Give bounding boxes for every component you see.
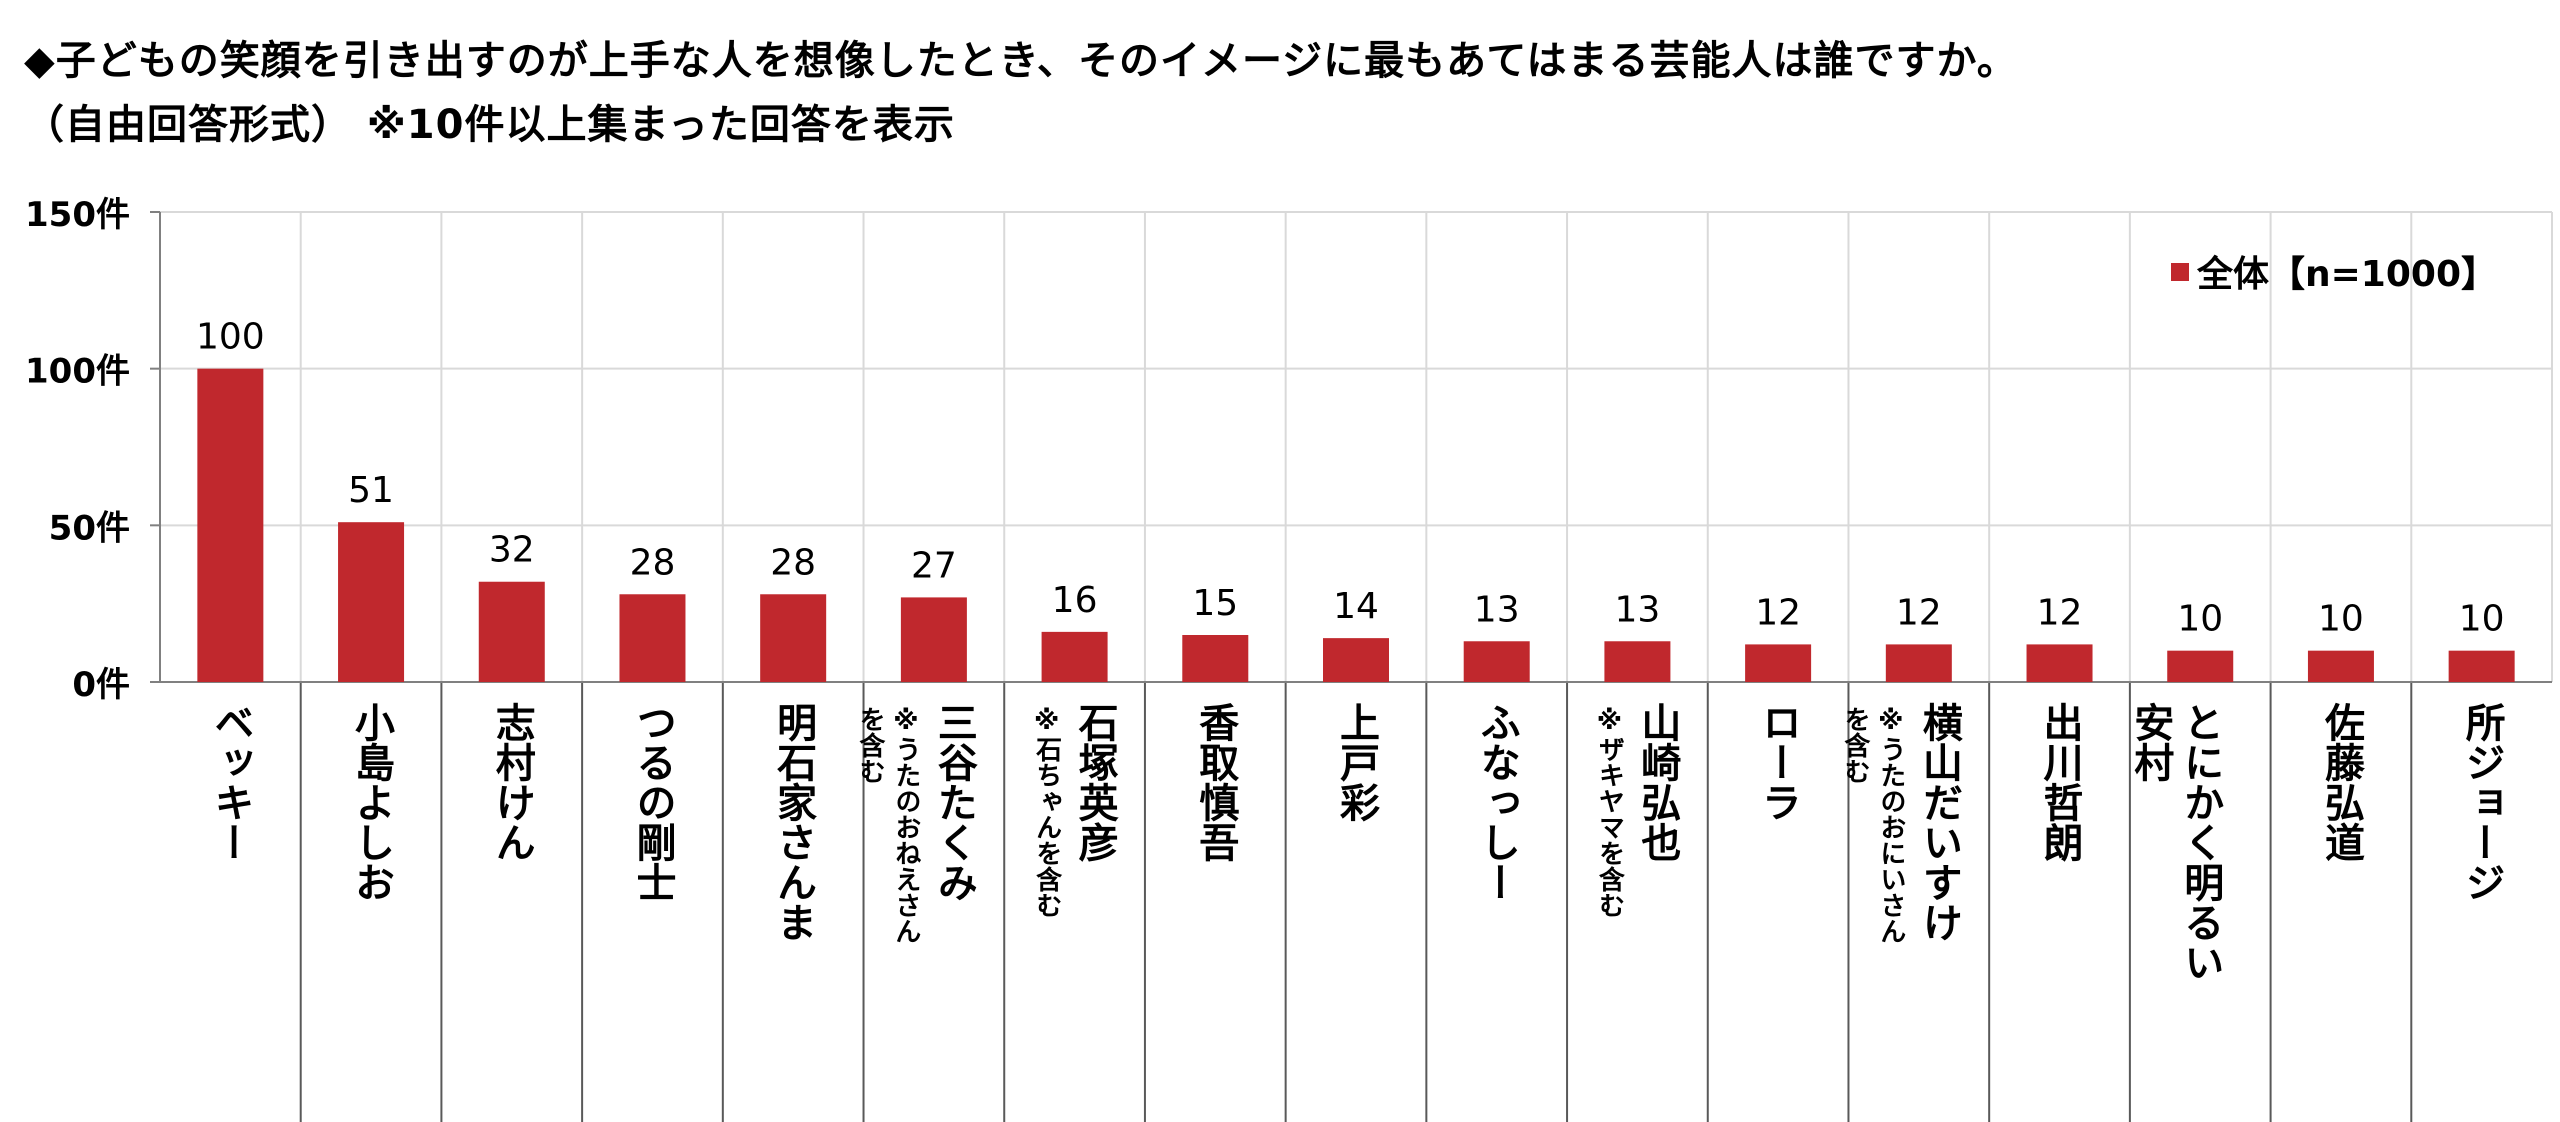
data-label: 51 bbox=[348, 470, 394, 511]
category-label: 山崎弘也 bbox=[1634, 702, 1681, 862]
bar bbox=[197, 368, 264, 682]
y-tick-label: 50件 bbox=[49, 508, 130, 548]
category-label: ベッキー bbox=[207, 702, 253, 862]
bar bbox=[760, 594, 827, 682]
bar bbox=[478, 581, 545, 682]
bar bbox=[2167, 650, 2234, 682]
legend-swatch bbox=[2171, 263, 2189, 281]
category-label: ふなっしー bbox=[1474, 702, 1520, 902]
data-label: 28 bbox=[770, 542, 816, 583]
bar bbox=[1604, 641, 1671, 682]
category-label: 志村けん bbox=[489, 702, 536, 862]
category-note: を含む bbox=[1840, 706, 1870, 784]
category-label: 佐藤弘道 bbox=[2318, 702, 2366, 862]
data-label: 28 bbox=[630, 542, 676, 583]
bar bbox=[2026, 644, 2093, 682]
bar bbox=[1885, 644, 1952, 682]
bar bbox=[1745, 644, 1812, 682]
bar bbox=[900, 597, 967, 682]
legend-label: 全体【n=1000】 bbox=[2196, 253, 2497, 295]
bar bbox=[1323, 638, 1389, 682]
data-label: 16 bbox=[1052, 580, 1098, 621]
category-label: 小島よしお bbox=[348, 702, 395, 902]
chart-subtitle: （自由回答形式） ※10件以上集まった回答を表示 bbox=[24, 102, 955, 148]
bar bbox=[1182, 635, 1249, 682]
category-label: 石塚英彦 bbox=[1072, 702, 1119, 863]
category-label: 出川哲朗 bbox=[2037, 702, 2084, 863]
category-note: を含む bbox=[855, 706, 885, 784]
data-label: 10 bbox=[2459, 599, 2505, 640]
category-label: 上戸彩 bbox=[1333, 702, 1380, 822]
category-label: 横山だいすけ bbox=[1916, 702, 1963, 942]
category-note: ※ザキヤマを含む bbox=[1594, 706, 1624, 918]
bar bbox=[1041, 631, 1108, 682]
data-label: 10 bbox=[2318, 599, 2364, 640]
category-label: 明石家さんま bbox=[770, 702, 817, 942]
category-label: 所ジョージ bbox=[2459, 702, 2506, 902]
data-label: 14 bbox=[1333, 586, 1379, 627]
bar bbox=[2448, 650, 2515, 682]
bar bbox=[338, 522, 405, 682]
data-label: 27 bbox=[911, 545, 957, 586]
category-label: 三谷たくみ bbox=[931, 702, 978, 902]
y-tick-label: 0件 bbox=[72, 665, 130, 705]
data-label: 100 bbox=[196, 317, 265, 358]
data-label: 12 bbox=[1896, 592, 1942, 633]
bar bbox=[619, 594, 686, 682]
data-label: 32 bbox=[489, 530, 535, 571]
category-note: ※石ちゃんを含む bbox=[1032, 706, 1063, 918]
data-label: 10 bbox=[2177, 599, 2223, 640]
category-note: ※うたのおねえさん bbox=[891, 706, 921, 944]
data-label: 13 bbox=[1615, 589, 1661, 630]
data-label: 13 bbox=[1474, 589, 1520, 630]
bar bbox=[1463, 641, 1530, 682]
category-label: ローラ bbox=[1755, 702, 1801, 822]
category-label: とにかく明るい bbox=[2177, 702, 2223, 982]
category-note: ※うたのおにいさん bbox=[1876, 706, 1906, 944]
chart-title: ◆子どもの笑顔を引き出すのが上手な人を想像したとき、そのイメージに最もあてはまる… bbox=[24, 38, 2018, 84]
data-label: 12 bbox=[2037, 592, 2083, 633]
data-label: 12 bbox=[1755, 592, 1801, 633]
y-tick-label: 100件 bbox=[25, 352, 130, 392]
data-label: 15 bbox=[1192, 583, 1238, 624]
y-tick-label: 150件 bbox=[25, 195, 130, 235]
category-label: つるの剛士 bbox=[629, 702, 675, 902]
category-label: 安村 bbox=[2127, 702, 2174, 782]
bar bbox=[2307, 650, 2374, 682]
category-label: 香取慎吾 bbox=[1192, 702, 1239, 862]
